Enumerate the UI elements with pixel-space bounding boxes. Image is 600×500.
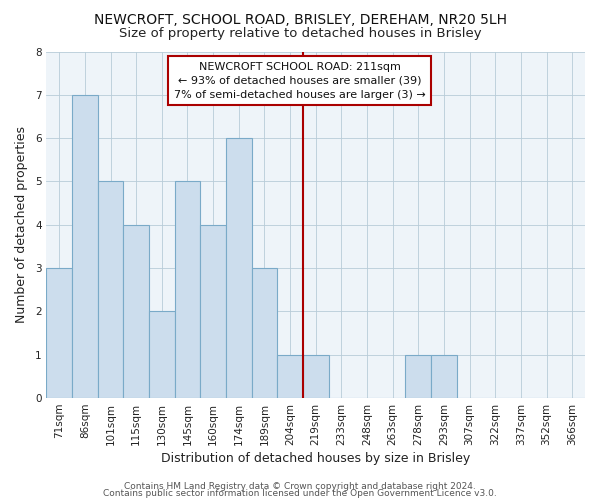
Text: Size of property relative to detached houses in Brisley: Size of property relative to detached ho… [119, 28, 481, 40]
Bar [277, 354, 303, 398]
Bar [303, 354, 329, 398]
Y-axis label: Number of detached properties: Number of detached properties [15, 126, 28, 324]
Bar [98, 182, 124, 398]
Bar [124, 225, 149, 398]
Bar [72, 95, 98, 398]
Text: NEWCROFT, SCHOOL ROAD, BRISLEY, DEREHAM, NR20 5LH: NEWCROFT, SCHOOL ROAD, BRISLEY, DEREHAM,… [94, 12, 506, 26]
X-axis label: Distribution of detached houses by size in Brisley: Distribution of detached houses by size … [161, 452, 470, 465]
Bar [251, 268, 277, 398]
Bar [200, 225, 226, 398]
Bar [175, 182, 200, 398]
Bar [46, 268, 72, 398]
Bar [226, 138, 251, 398]
Bar [406, 354, 431, 398]
Bar [431, 354, 457, 398]
Text: NEWCROFT SCHOOL ROAD: 211sqm
← 93% of detached houses are smaller (39)
7% of sem: NEWCROFT SCHOOL ROAD: 211sqm ← 93% of de… [173, 62, 425, 100]
Text: Contains HM Land Registry data © Crown copyright and database right 2024.: Contains HM Land Registry data © Crown c… [124, 482, 476, 491]
Text: Contains public sector information licensed under the Open Government Licence v3: Contains public sector information licen… [103, 490, 497, 498]
Bar [149, 312, 175, 398]
